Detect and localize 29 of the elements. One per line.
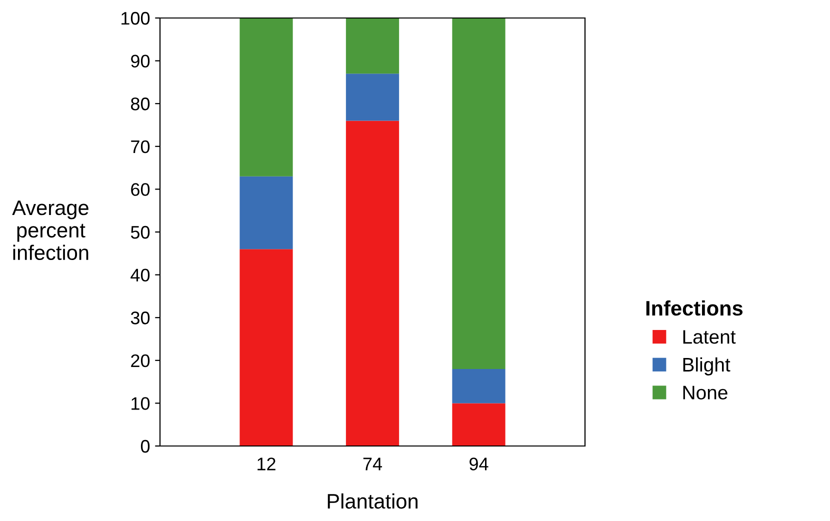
x-tick-label: 12 [258, 458, 276, 470]
bar [240, 176, 293, 250]
x-tick-label: 74 [363, 458, 382, 470]
y-tick-label: 10 [132, 397, 150, 410]
bar [346, 120, 400, 446]
x-tick-label: 94 [470, 458, 488, 470]
bar [346, 74, 400, 121]
y-tick-label: 40 [130, 268, 150, 282]
y-tick-label: 0 [140, 440, 150, 453]
y-tick-label: 70 [131, 140, 150, 154]
bar [240, 249, 293, 446]
bar [452, 18, 506, 369]
y-tick-label: 100 [122, 12, 150, 25]
y-tick-label: 80 [130, 98, 150, 110]
legend-title: Infections [646, 300, 743, 316]
bar [346, 18, 400, 74]
bar [452, 403, 506, 446]
y-tick-label: 50 [130, 226, 150, 239]
y-tick-label: 60 [131, 183, 150, 196]
legend-label: Latent [683, 330, 736, 344]
bar [452, 368, 506, 404]
y-tick-label: 20 [131, 354, 150, 368]
y-tick-label: 90 [131, 54, 150, 68]
bar [240, 18, 293, 176]
x-axis-title: Plantation [328, 493, 418, 509]
y-axis-title: Average percent infection [12, 200, 88, 260]
y-tick-label: 30 [130, 312, 150, 324]
legend-label: None [683, 386, 728, 400]
legend-label: Blight [683, 357, 730, 376]
